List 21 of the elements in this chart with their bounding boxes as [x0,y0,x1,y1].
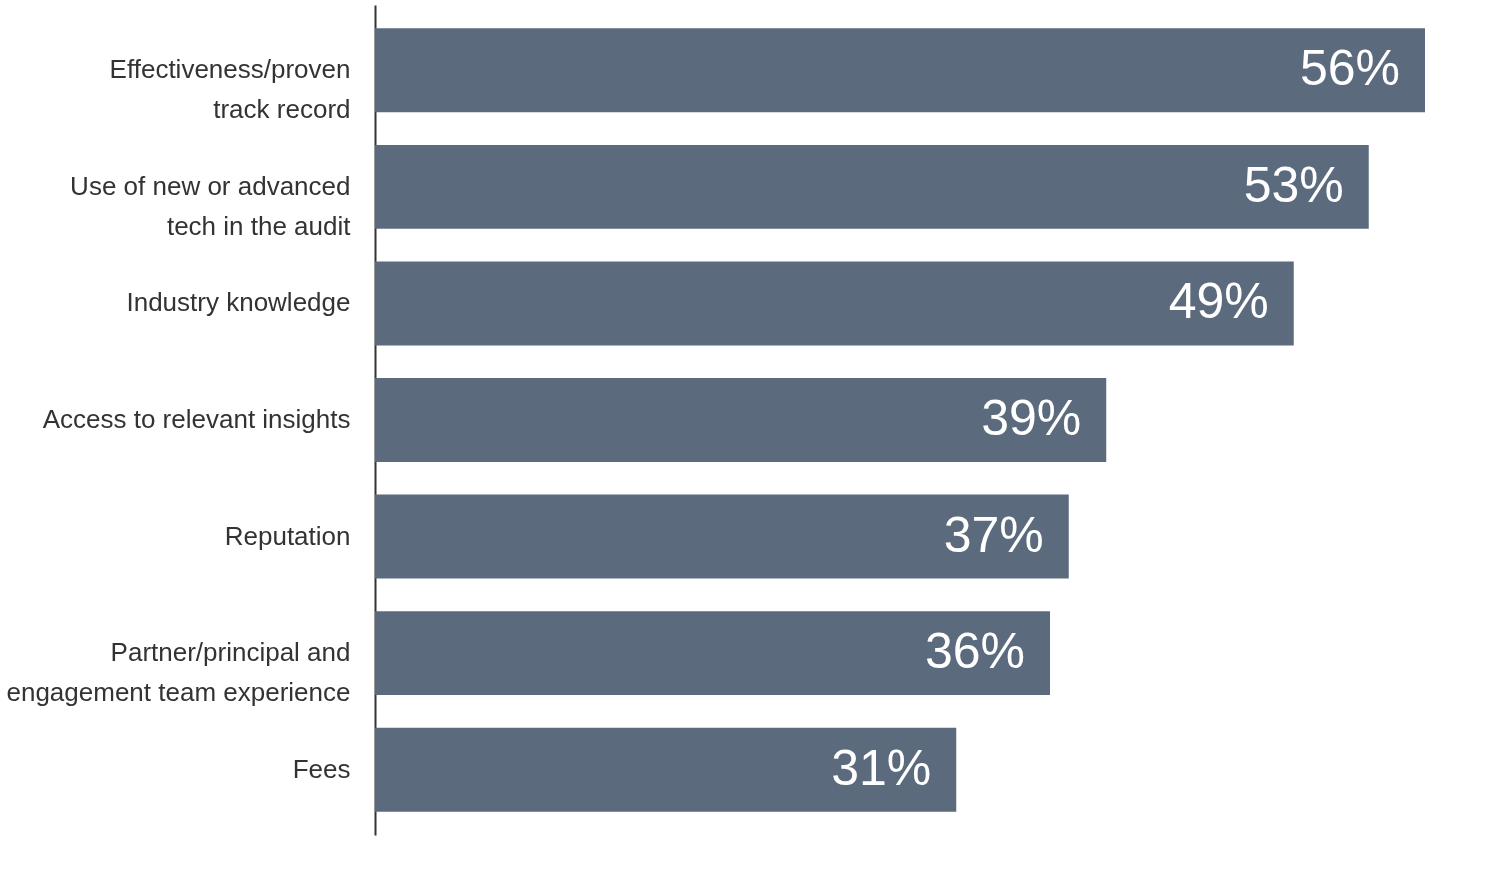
bar [375,727,957,812]
bar [375,28,1425,113]
bar [375,611,1050,696]
y-tick-label: Use of new or advanced tech in the audit [70,170,352,241]
bar [375,261,1294,346]
data-label: 37% [943,506,1044,563]
bar [375,378,1107,462]
y-tick-label: Access to relevant insights [42,404,351,434]
y-tick-label: Partner/principal and engagement team experience [6,637,351,708]
data-label: 36% [924,623,1025,680]
y-tick-label: Fees [292,753,351,784]
bar [375,144,1369,229]
data-label: 53% [1243,156,1344,213]
y-tick-label: Effectiveness/proven track record [109,54,351,125]
data-label: 56% [1299,40,1400,97]
bar [375,494,1069,579]
data-label: 31% [831,739,932,796]
y-tick-label: Reputation [224,520,351,551]
y-tick-label: Industry knowledge [126,287,351,318]
data-label: 49% [1168,273,1269,330]
data-label: 39% [981,390,1082,446]
